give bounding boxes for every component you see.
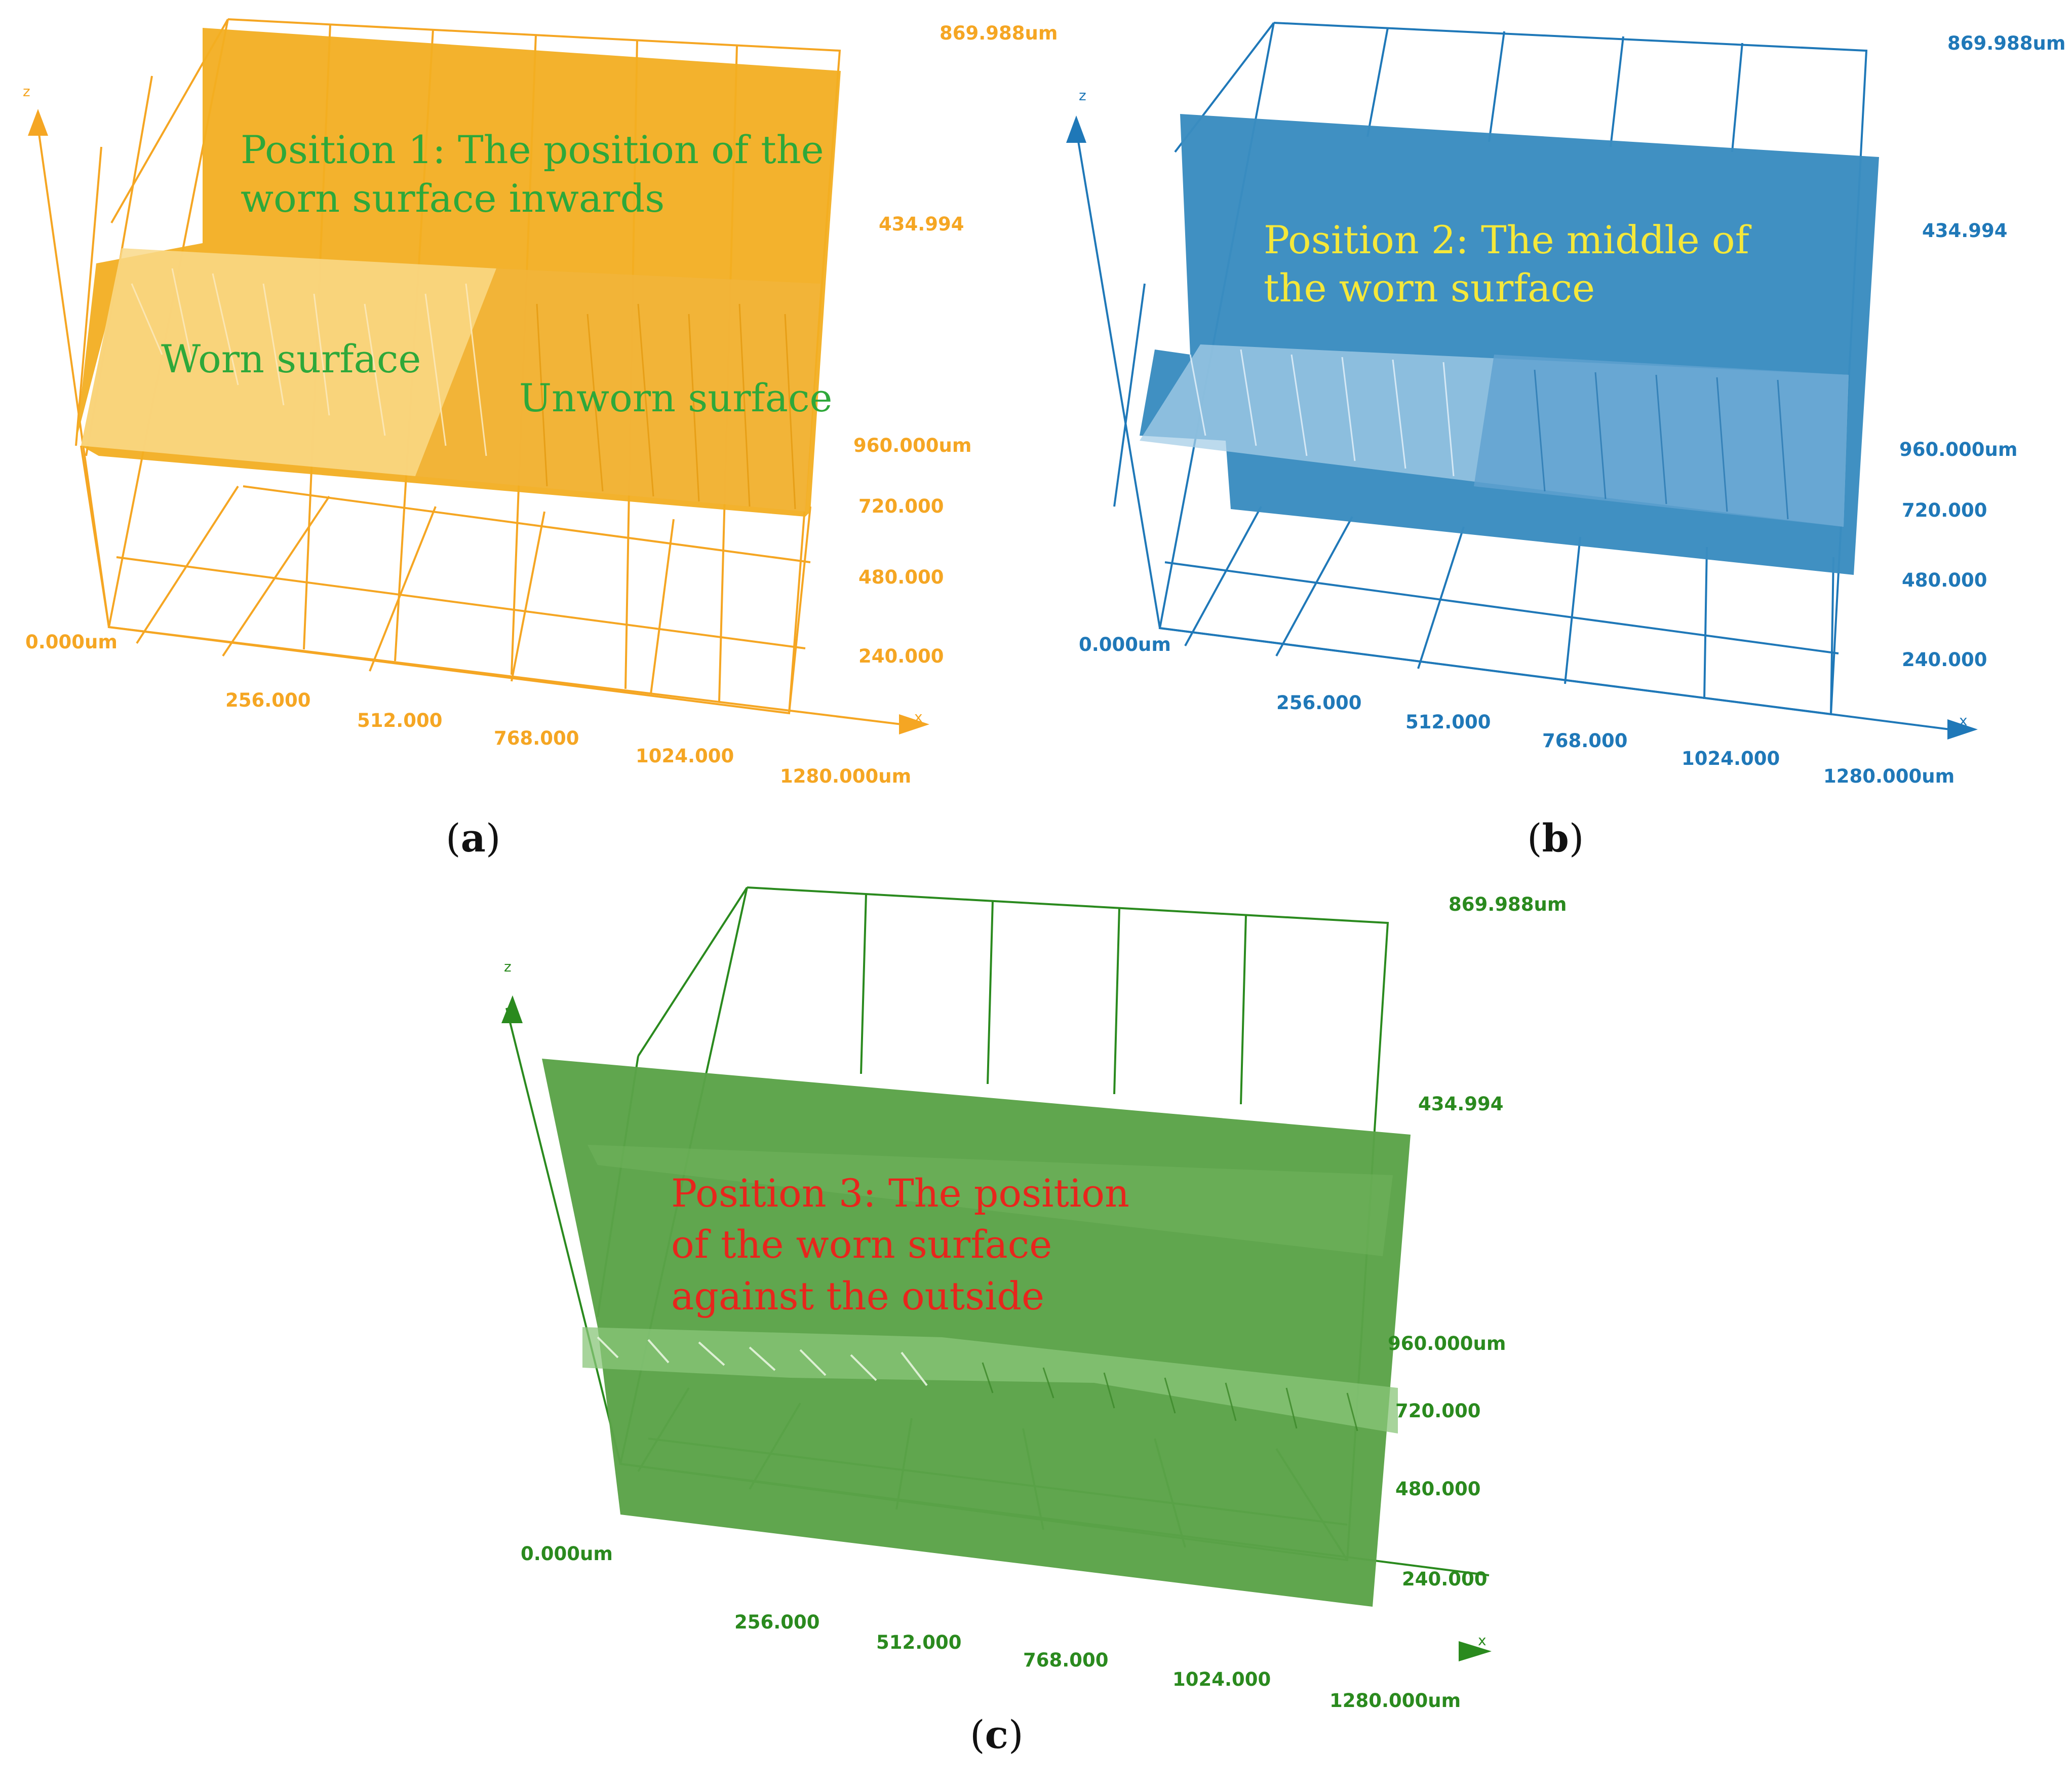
x-axis-name: x (1959, 712, 1968, 729)
y-tick-label: 240.000 (1402, 1568, 1488, 1590)
panel-a-plot: z x 869.988um 434.994 960.000um 720.000 … (23, 18, 1058, 787)
worn-region (81, 248, 496, 476)
y-tick-label: 720.000 (858, 495, 944, 517)
x-tick-label: 768.000 (1023, 1649, 1109, 1671)
annotation-position-label: Position 3: The position (671, 1171, 1129, 1216)
z-tick-label: 869.988um (1947, 32, 2065, 54)
annotation-position-label: of the worn surface (671, 1222, 1052, 1267)
panel-a: z x 869.988um 434.994 960.000um 720.000 … (0, 0, 1058, 881)
panel-c-plot: z x 869.988um 434.994 960.000um 720.000 … (501, 886, 1567, 1712)
z-tick-label: 434.994 (1418, 1093, 1504, 1115)
y-tick-label: 240.000 (1902, 649, 1987, 671)
x-tick-label: 0.000um (1079, 634, 1171, 655)
x-tick-label: 1024.000 (1682, 748, 1780, 769)
x-tick-label: 512.000 (1405, 711, 1491, 733)
x-tick-label: 768.000 (494, 727, 579, 749)
panel-caption: (b) (1527, 816, 1584, 861)
x-tick-label: 768.000 (1542, 730, 1628, 752)
panel-caption: (c) (970, 1712, 1024, 1757)
panel-b: z x 869.988um 434.994 960.000um 720.000 … (1038, 0, 2072, 881)
x-axis-arrow-icon (899, 714, 929, 734)
worn-region (582, 1327, 1398, 1433)
y-tick-label: 960.000um (1388, 1333, 1506, 1354)
x-tick-label: 256.000 (1276, 692, 1362, 714)
annotation-position-label: worn surface inwards (241, 176, 664, 221)
y-tick-label: 720.000 (1395, 1400, 1481, 1422)
y-tick-label: 480.000 (858, 566, 944, 588)
y-tick-label: 480.000 (1395, 1478, 1481, 1500)
z-tick-label: 434.994 (1922, 220, 2008, 242)
z-axis-line (1075, 129, 1161, 629)
x-tick-label: 256.000 (734, 1611, 820, 1633)
x-axis-arrow-icon (1947, 719, 1978, 740)
x-tick-label: 512.000 (876, 1632, 962, 1653)
z-axis-arrow-icon (1066, 115, 1086, 143)
x-tick-label: 1024.000 (636, 745, 734, 767)
z-tick-label: 434.994 (879, 213, 964, 235)
z-axis-name: z (504, 958, 512, 975)
annotation-position-label: Position 1: The position of the (241, 127, 824, 172)
annotation-position-label: against the outside (671, 1273, 1044, 1318)
x-tick-label: 1280.000um (1823, 765, 1954, 787)
z-tick-label: 869.988um (1449, 894, 1567, 915)
x-tick-label: 0.000um (521, 1543, 613, 1565)
z-axis-line (37, 126, 110, 628)
y-tick-label: 480.000 (1902, 569, 1987, 591)
y-tick-label: 960.000um (1899, 439, 2017, 460)
annotation-unworn-surface: Unworn surface (519, 375, 833, 420)
z-axis-arrow-icon (501, 995, 523, 1023)
x-tick-label: 1280.000um (1330, 1690, 1461, 1712)
panel-c: z x 869.988um 434.994 960.000um 720.000 … (486, 881, 1600, 1784)
z-axis-line (505, 1007, 621, 1464)
x-tick-label: 256.000 (225, 689, 311, 711)
x-tick-label: 1280.000um (780, 765, 911, 787)
x-tick-label: 512.000 (357, 710, 443, 731)
x-axis-name: x (1478, 1632, 1487, 1649)
annotation-position-label: Position 2: The middle of (1264, 217, 1752, 262)
z-axis-name: z (23, 83, 30, 100)
x-tick-label: 0.000um (25, 631, 118, 653)
x-axis-arrow-icon (1459, 1641, 1492, 1661)
annotation-worn-surface: Worn surface (161, 336, 421, 381)
panel-caption: (a) (446, 816, 501, 861)
z-axis-name: z (1079, 87, 1086, 104)
x-axis-name: x (914, 709, 923, 725)
x-tick-label: 1024.000 (1172, 1669, 1271, 1690)
annotation-position-label: the worn surface (1264, 265, 1595, 311)
z-axis-arrow-icon (28, 109, 48, 136)
panel-b-plot: z x 869.988um 434.994 960.000um 720.000 … (1066, 22, 2065, 787)
y-tick-label: 240.000 (858, 645, 944, 667)
y-tick-label: 720.000 (1902, 499, 1987, 521)
y-tick-label: 960.000um (853, 435, 971, 456)
z-tick-label: 869.988um (940, 22, 1058, 44)
